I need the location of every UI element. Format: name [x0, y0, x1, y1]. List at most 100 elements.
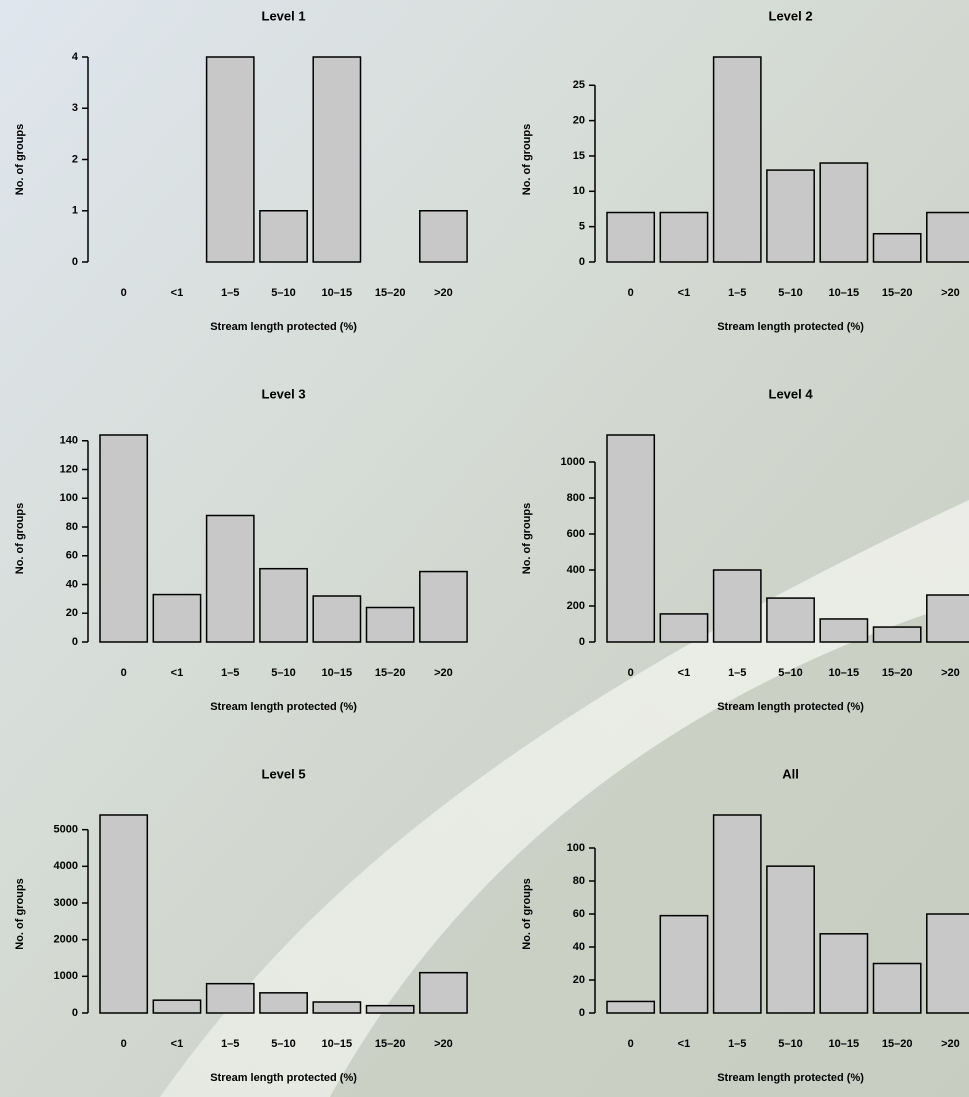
chart-title: Level 5 — [262, 766, 306, 781]
x-tick-label: 0 — [121, 287, 127, 299]
bar — [607, 1001, 654, 1013]
bar — [100, 435, 147, 642]
x-tick-label: 5–10 — [778, 287, 802, 299]
x-axis-label: Stream length protected (%) — [717, 701, 864, 713]
y-tick-label: 140 — [60, 435, 78, 447]
bar — [820, 934, 867, 1013]
y-tick-label: 3000 — [54, 897, 78, 909]
y-tick-label: 120 — [60, 463, 78, 475]
y-tick-label: 0 — [72, 256, 78, 268]
y-axis-label: No. of groups — [14, 124, 26, 196]
x-tick-label: >20 — [941, 667, 960, 679]
bar — [874, 234, 921, 262]
y-tick-label: 400 — [567, 564, 585, 576]
y-tick-label: 100 — [60, 492, 78, 504]
chart-title: Level 3 — [262, 386, 306, 401]
bar — [927, 213, 969, 262]
y-tick-label: 1 — [72, 205, 78, 217]
x-tick-label: >20 — [941, 1038, 960, 1050]
y-tick-label: 40 — [66, 578, 78, 590]
x-tick-label: <1 — [171, 1038, 184, 1050]
bar — [714, 815, 761, 1013]
x-tick-label: 15–20 — [375, 287, 406, 299]
chart-title: Level 4 — [769, 386, 814, 401]
x-tick-label: <1 — [171, 667, 184, 679]
bar — [767, 170, 814, 262]
bar — [607, 435, 654, 642]
x-tick-label: 10–15 — [322, 667, 353, 679]
bar — [767, 598, 814, 642]
y-axis-label: No. of groups — [521, 878, 533, 950]
bar — [313, 1002, 360, 1013]
bar — [153, 1000, 200, 1013]
y-tick-label: 1000 — [561, 456, 585, 468]
bar — [207, 57, 254, 262]
x-tick-label: 5–10 — [271, 667, 295, 679]
bar — [660, 614, 707, 642]
x-tick-label: 1–5 — [728, 1038, 746, 1050]
bar — [420, 572, 467, 642]
bar — [927, 595, 969, 642]
bar — [313, 596, 360, 642]
bar — [660, 916, 707, 1013]
bar — [714, 570, 761, 642]
bar — [367, 1006, 414, 1013]
x-tick-label: 5–10 — [778, 667, 802, 679]
y-tick-label: 5000 — [54, 824, 78, 836]
y-tick-label: 100 — [567, 842, 585, 854]
bar — [820, 163, 867, 262]
x-tick-label: 15–20 — [882, 667, 913, 679]
x-tick-label: 1–5 — [221, 287, 239, 299]
bar — [820, 619, 867, 642]
bar — [874, 627, 921, 642]
x-tick-label: 10–15 — [829, 287, 860, 299]
x-tick-label: 0 — [628, 667, 634, 679]
x-tick-label: 0 — [121, 667, 127, 679]
y-tick-label: 20 — [66, 607, 78, 619]
bar — [100, 815, 147, 1013]
y-tick-label: 15 — [573, 150, 585, 162]
x-tick-label: 15–20 — [882, 1038, 913, 1050]
x-tick-label: <1 — [678, 287, 691, 299]
bar — [153, 595, 200, 642]
x-tick-label: 5–10 — [271, 1038, 295, 1050]
x-tick-label: >20 — [434, 667, 453, 679]
y-axis-label: No. of groups — [521, 124, 533, 196]
x-tick-label: 15–20 — [375, 1038, 406, 1050]
x-tick-label: <1 — [171, 287, 184, 299]
bar — [767, 866, 814, 1013]
y-tick-label: 800 — [567, 492, 585, 504]
x-tick-label: 10–15 — [829, 667, 860, 679]
y-tick-label: 4 — [72, 51, 79, 63]
chart-title: Level 1 — [262, 8, 306, 23]
x-tick-label: 1–5 — [221, 667, 239, 679]
x-tick-label: 10–15 — [322, 1038, 353, 1050]
y-tick-label: 0 — [72, 1007, 78, 1019]
chart-title: Level 2 — [769, 8, 813, 23]
bar — [367, 608, 414, 643]
x-tick-label: 15–20 — [882, 287, 913, 299]
y-tick-label: 80 — [66, 521, 78, 533]
x-tick-label: 1–5 — [221, 1038, 239, 1050]
y-tick-label: 200 — [567, 600, 585, 612]
x-tick-label: >20 — [434, 287, 453, 299]
x-tick-label: 0 — [121, 1038, 127, 1050]
x-tick-label: 5–10 — [271, 287, 295, 299]
y-tick-label: 25 — [573, 79, 585, 91]
y-tick-label: 40 — [573, 941, 585, 953]
y-tick-label: 3 — [72, 102, 78, 114]
y-tick-label: 2000 — [54, 934, 78, 946]
x-tick-label: 0 — [628, 1038, 634, 1050]
bar — [420, 211, 467, 262]
chart-title: All — [782, 766, 799, 781]
y-tick-label: 60 — [66, 550, 78, 562]
bar — [260, 211, 307, 262]
bar — [927, 914, 969, 1013]
x-tick-label: 10–15 — [829, 1038, 860, 1050]
bar — [607, 213, 654, 262]
y-tick-label: 10 — [573, 185, 585, 197]
y-tick-label: 600 — [567, 528, 585, 540]
x-tick-label: >20 — [941, 287, 960, 299]
y-axis-label: No. of groups — [14, 503, 26, 575]
y-axis-label: No. of groups — [521, 503, 533, 575]
